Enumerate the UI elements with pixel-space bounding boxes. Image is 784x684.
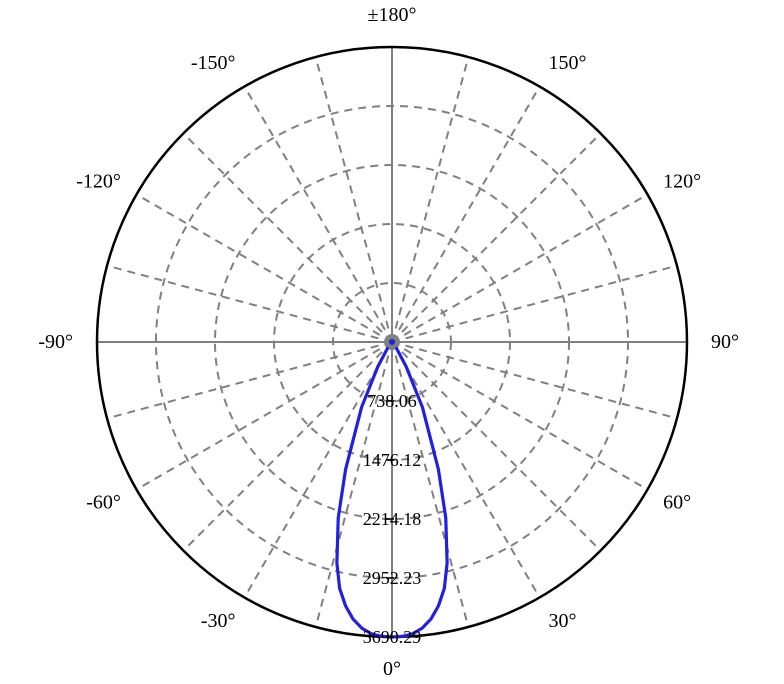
spoke-line <box>392 57 468 342</box>
spoke-line <box>392 342 677 418</box>
spoke-line <box>316 57 392 342</box>
spoke-line <box>392 266 677 342</box>
angle-label: 90° <box>711 331 739 353</box>
angle-label: -60° <box>86 492 121 514</box>
angle-label: -30° <box>201 610 236 632</box>
spoke-line <box>392 133 601 342</box>
angle-label: -150° <box>191 52 236 74</box>
spoke-line <box>245 87 393 342</box>
angle-label: 0° <box>383 658 401 680</box>
angle-label: 150° <box>549 52 587 74</box>
spoke-line <box>183 342 392 551</box>
spoke-line <box>137 342 392 490</box>
polar-chart: 738.06 1476.12 2214.18 2952.23 3690.29 ±180° 1… <box>0 0 784 684</box>
series-origin-dot <box>389 339 395 345</box>
radial-tick-label: 738.06 <box>367 391 417 411</box>
angle-label: -90° <box>38 331 73 353</box>
angle-label: ±180° <box>368 4 417 26</box>
radial-tick-label: 2214.18 <box>363 509 422 529</box>
radial-tick-label: 1476.12 <box>363 450 422 470</box>
spoke-line <box>183 133 392 342</box>
spoke-line <box>392 87 540 342</box>
spoke-line <box>392 342 601 551</box>
angle-label: 60° <box>663 492 691 514</box>
radial-tick-label: 3690.29 <box>363 627 422 647</box>
radial-tick-label: 2952.23 <box>363 568 422 588</box>
angle-label: -120° <box>76 171 121 193</box>
spoke-line <box>107 342 392 418</box>
angle-label: 120° <box>663 171 701 193</box>
spoke-line <box>107 266 392 342</box>
spoke-line <box>137 195 392 343</box>
spoke-line <box>392 195 647 343</box>
spoke-line <box>392 342 647 490</box>
angle-label: 30° <box>549 610 577 632</box>
